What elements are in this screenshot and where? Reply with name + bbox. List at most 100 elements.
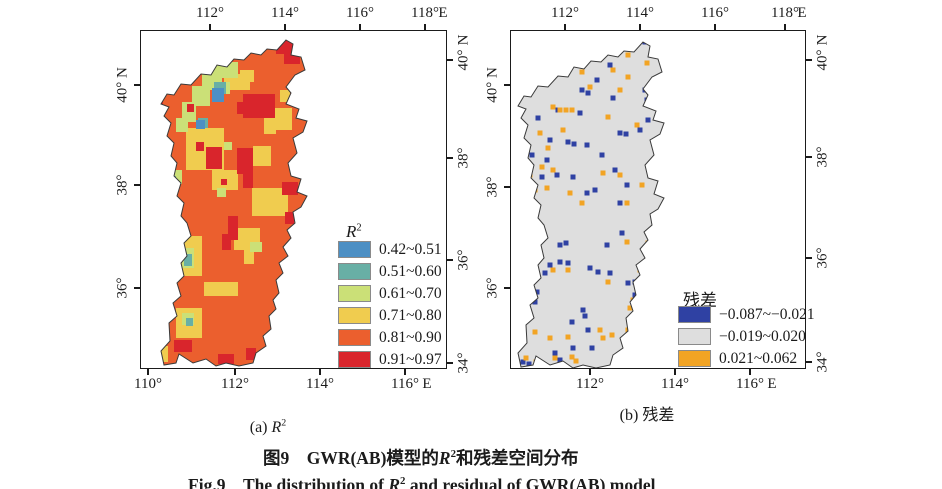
residual-cell: [627, 305, 633, 311]
residual-cell: [547, 137, 553, 143]
legend-swatch: [678, 328, 711, 345]
legend-swatch: [338, 307, 371, 324]
axis-label: 114°: [626, 5, 654, 21]
residual-cell: [595, 269, 601, 275]
residual-cell: [530, 260, 536, 266]
residual-cell: [624, 200, 630, 206]
raster-patch: [222, 234, 231, 250]
residual-cell: [640, 297, 646, 303]
legend-label: −0.087~−0.021: [719, 305, 815, 323]
residual-cell: [582, 313, 588, 319]
legend-swatch: [338, 263, 371, 280]
axis-label: 112°: [576, 376, 604, 392]
residual-cell: [587, 265, 593, 271]
residual-cell: [544, 157, 550, 163]
tick-mark: [424, 24, 426, 30]
raster-patch: [174, 340, 192, 352]
residual-cell: [563, 240, 569, 246]
axis-label: 36°: [484, 277, 501, 299]
panel-a-caption: (a) R2: [234, 401, 287, 455]
residual-cell: [617, 172, 623, 178]
legend-title: R2: [346, 222, 362, 242]
caption-zh-suffix: 和残差空间分布: [456, 448, 579, 468]
province-outline: [517, 41, 665, 369]
r-squared-sup: 2: [281, 417, 287, 429]
axis-label: 114°: [271, 5, 299, 21]
residual-cell: [529, 250, 535, 256]
residual-cell: [523, 355, 529, 361]
axis-label: 116°: [346, 5, 374, 21]
legend-label: 0.91~0.97: [379, 350, 442, 368]
residual-cell: [584, 190, 590, 196]
tick-mark: [749, 369, 751, 375]
raster-patch: [206, 147, 222, 169]
residual-cell: [547, 262, 553, 268]
raster-patch: [240, 70, 254, 82]
raster-patch: [285, 212, 294, 224]
raster-patch: [250, 242, 262, 252]
residual-cell: [617, 130, 623, 136]
axis-label: 112°: [551, 5, 579, 21]
legend-swatch: [338, 285, 371, 302]
raster-patch: [161, 102, 163, 112]
legend-title: 残差: [683, 286, 717, 311]
raster-patch: [176, 118, 188, 132]
residual-cell: [529, 152, 535, 158]
raster-patch: [217, 188, 226, 197]
tick-mark: [589, 369, 591, 375]
axis-label: 34°: [455, 352, 472, 374]
residual-cell: [550, 167, 556, 173]
residual-cell: [625, 74, 631, 80]
residual-cell: [545, 145, 551, 151]
residual-cell: [607, 62, 613, 68]
residual-cell: [547, 335, 553, 341]
residual-cell: [632, 292, 638, 298]
axis-label: 40°: [814, 49, 831, 71]
raster-patch: [212, 88, 224, 102]
axis-label: 116°: [701, 5, 729, 21]
tick-mark: [784, 24, 786, 30]
panel-b-caption: (b) 残差: [619, 407, 675, 424]
raster-patch: [282, 182, 298, 195]
panel-a-caption-prefix: (a): [249, 419, 272, 436]
r-squared-sup: 2: [400, 475, 406, 488]
legend-title-text: 2: [356, 222, 362, 234]
residual-cell: [639, 182, 645, 188]
residual-cell: [635, 315, 641, 321]
tick-mark: [404, 369, 406, 375]
axis-label: 36°: [114, 277, 131, 299]
residual-cell: [532, 329, 538, 335]
tick-mark: [639, 24, 641, 30]
residual-cell: [565, 139, 571, 145]
residual-cell: [624, 239, 630, 245]
residual-cell: [607, 270, 613, 276]
residual-cell: [637, 127, 643, 133]
axis-label: N: [455, 34, 472, 46]
residual-cell: [637, 307, 643, 313]
axis-label: 38°: [455, 147, 472, 169]
residual-cell: [619, 230, 625, 236]
axis-label: 38°: [484, 176, 501, 198]
residual-cell: [587, 84, 593, 90]
axis-label: 114°: [661, 376, 689, 392]
residual-cell: [557, 259, 563, 265]
residual-cell: [569, 354, 575, 360]
residual-cell: [625, 280, 631, 286]
raster-patch: [243, 94, 275, 118]
raster-patch: [264, 118, 276, 134]
tick-mark: [564, 24, 566, 30]
tick-mark: [134, 84, 140, 86]
residual-cell: [577, 110, 583, 116]
tick-mark: [284, 24, 286, 30]
residual-cell: [585, 90, 591, 96]
residual-cell: [573, 358, 579, 364]
axis-label: 40° N: [114, 67, 131, 103]
residual-cell: [635, 299, 641, 305]
residual-cell: [617, 87, 623, 93]
residual-cell: [589, 345, 595, 351]
axis-label: N: [814, 34, 831, 46]
residual-cell: [563, 107, 569, 113]
raster-patch: [218, 354, 234, 364]
